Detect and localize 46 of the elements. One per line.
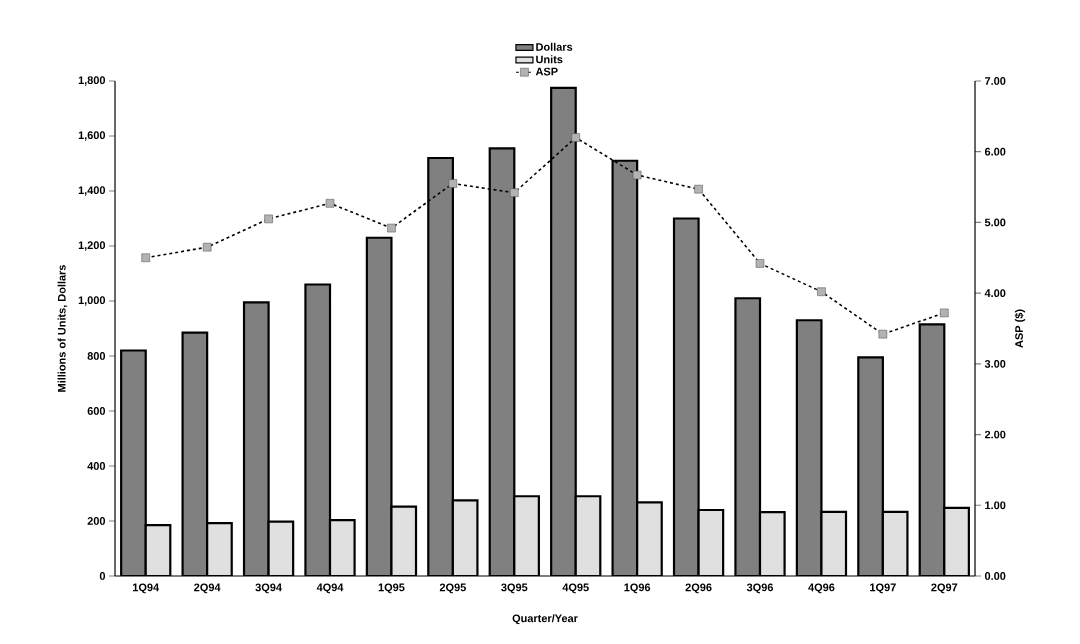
x-tick-label: 4Q95 (562, 583, 589, 594)
x-tick-label: 4Q96 (808, 583, 835, 594)
bar (550, 86, 577, 576)
y2-tick-label: 2.00 (984, 430, 1006, 439)
bar (636, 501, 663, 576)
x-tick-label: 1Q94 (133, 583, 160, 594)
y-tick-label: 400 (87, 462, 106, 470)
y2-tick-label: 7.00 (985, 77, 1006, 85)
legend-label: Units (536, 55, 563, 64)
y2-tick-label: 0.00 (984, 572, 1006, 580)
y-tick-label: 1,200 (78, 241, 106, 251)
x-tick-label: 2Q97 (931, 583, 958, 594)
y-axis-title: Millions of Units, Dollars (57, 265, 68, 392)
x-tick-label: 4Q94 (316, 583, 344, 594)
x-tick-label: 1Q95 (378, 583, 405, 594)
y-tick-label: 200 (87, 517, 106, 525)
x-tick-label: 3Q96 (746, 583, 774, 594)
y-tick-label: 1,400 (78, 186, 106, 196)
y-tick-label: 1,600 (78, 131, 106, 141)
x-tick-label: 2Q94 (194, 583, 221, 594)
x-tick-label: 3Q94 (255, 583, 282, 594)
bar (206, 522, 233, 576)
y-tick-label: 1,000 (78, 296, 106, 306)
legend-label: Dollars (536, 42, 573, 51)
y-tick-label: 800 (87, 352, 106, 360)
y-tick-label: 600 (87, 407, 106, 415)
x-tick-label: 2Q96 (685, 583, 712, 594)
x-axis-title: Quarter/Year (512, 614, 578, 625)
x-tick-label: 3Q95 (501, 583, 528, 594)
bar (943, 506, 970, 576)
y2-tick-label: 1.00 (985, 501, 1006, 510)
bar (427, 156, 454, 576)
x-tick-label: 1Q97 (870, 583, 896, 594)
bar (857, 356, 884, 576)
y2-tick-label: 6.00 (984, 147, 1006, 156)
x-tick-label: 1Q96 (624, 583, 651, 594)
y-tick-label: 1,800 (78, 76, 106, 86)
x-tick-label: 2Q95 (439, 583, 466, 594)
y-tick-label: 0 (99, 572, 106, 580)
y2-tick-label: 4.00 (984, 289, 1006, 298)
legend-label: ASP (535, 67, 558, 76)
bar (120, 349, 147, 576)
bar (513, 495, 540, 576)
y2-axis-title: ASP ($) (1014, 309, 1026, 348)
y2-tick-label: 3.00 (984, 359, 1006, 368)
y2-tick-label: 5.00 (984, 218, 1006, 227)
